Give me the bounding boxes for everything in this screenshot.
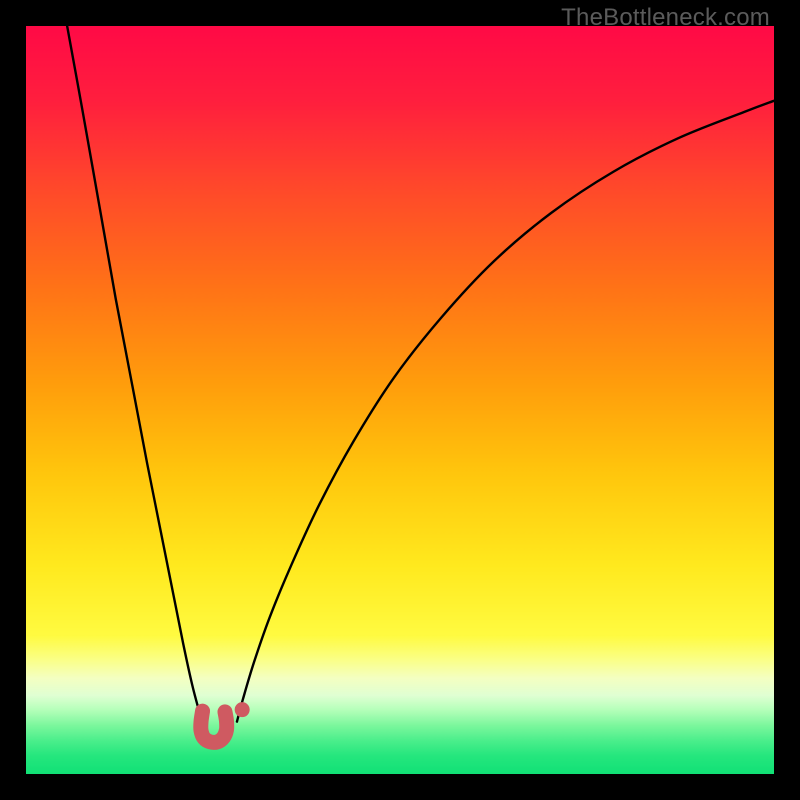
plot-svg: [26, 26, 774, 774]
plot-frame: [26, 26, 774, 774]
chart-stage: TheBottleneck.com: [0, 0, 800, 800]
curve-right: [237, 101, 774, 722]
curve-left: [67, 26, 203, 725]
marker-u-shape: [201, 711, 227, 742]
watermark-text: TheBottleneck.com: [561, 4, 770, 32]
marker-dot: [235, 702, 250, 717]
